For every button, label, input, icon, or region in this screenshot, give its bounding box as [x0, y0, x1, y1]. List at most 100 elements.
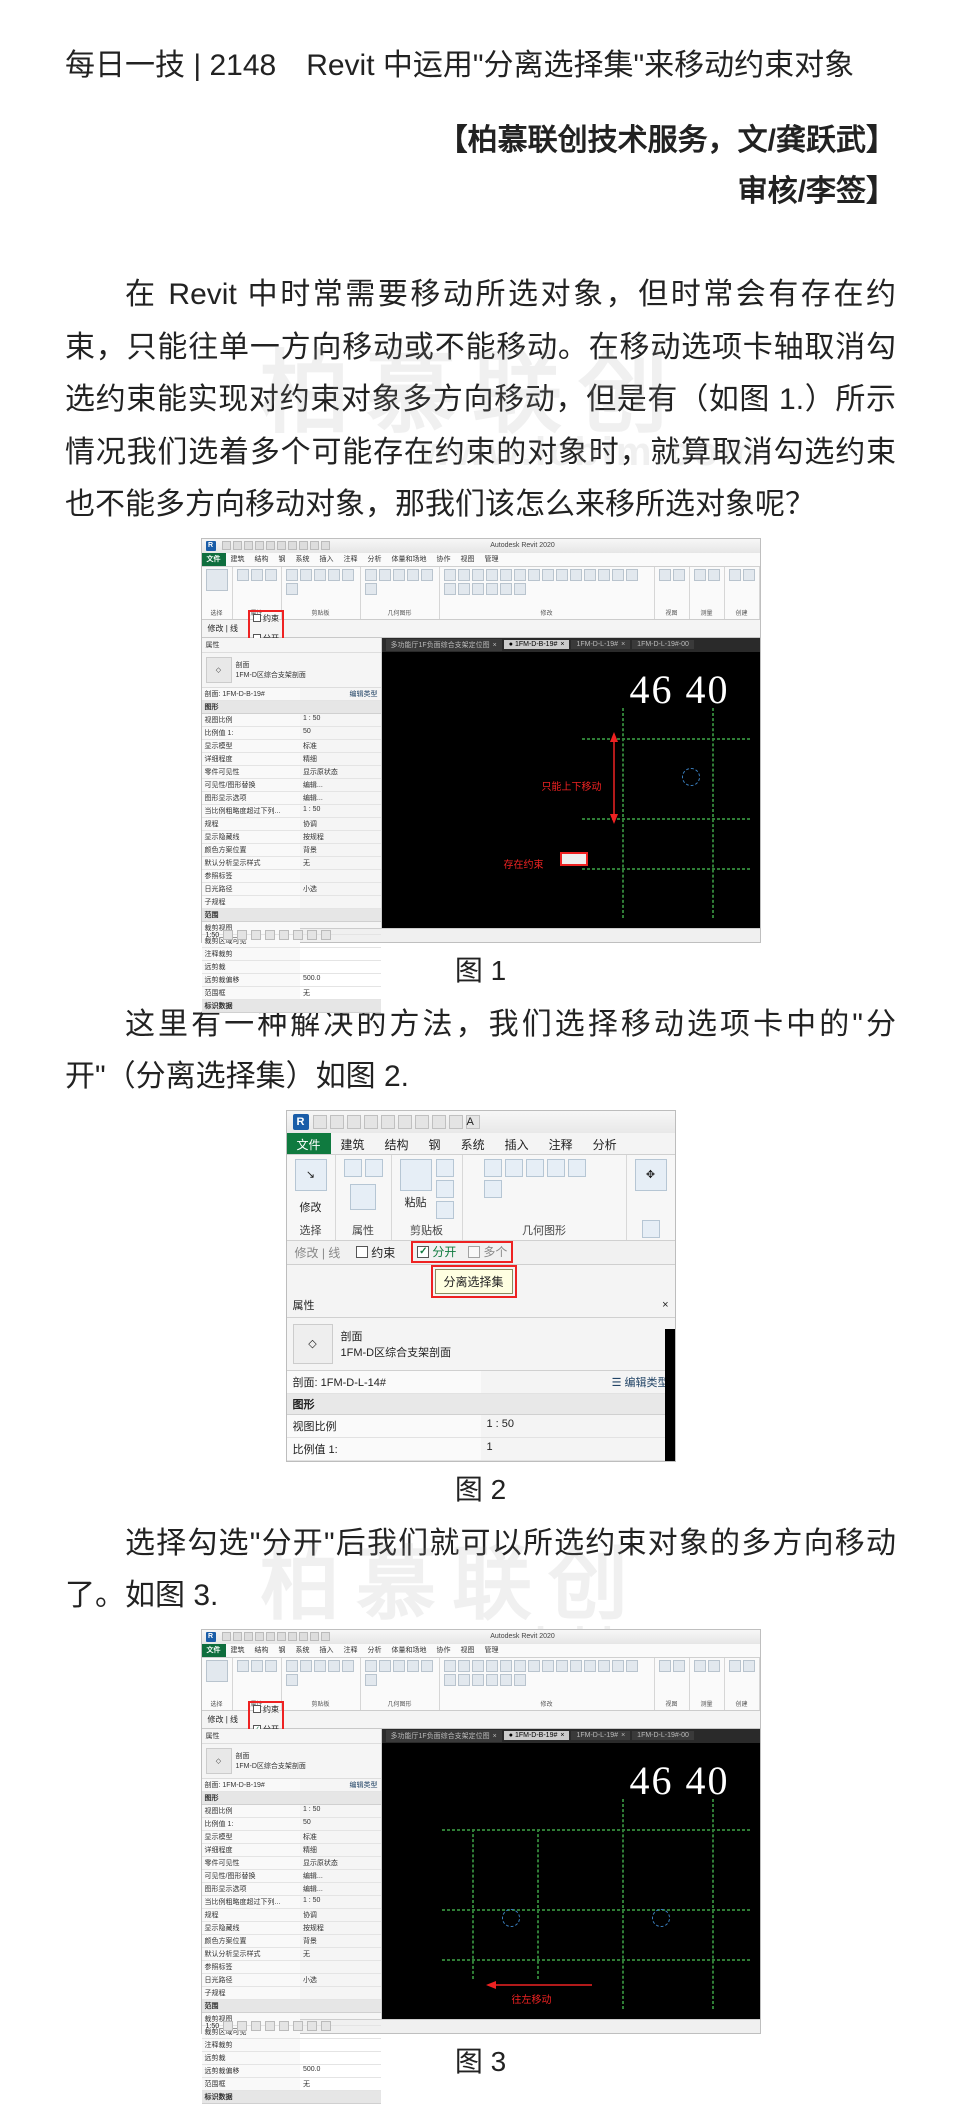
- property-value[interactable]: 1: [481, 1438, 675, 1460]
- ribbon-tab[interactable]: 系统: [291, 1644, 315, 1657]
- ribbon-tab[interactable]: 钢: [274, 1644, 291, 1657]
- property-value[interactable]: 500.0: [300, 974, 381, 986]
- property-value[interactable]: 背景: [300, 1935, 381, 1947]
- ribbon-tab[interactable]: 管理: [480, 553, 504, 566]
- ribbon-tabs[interactable]: 文件 建筑 结构 钢 系统 插入 注释 分析 体量和场地 协作 视图 管理: [202, 553, 760, 567]
- view-tab[interactable]: ● 1FM-D-B-19#×: [504, 640, 570, 649]
- property-value[interactable]: 小选: [300, 1974, 381, 1986]
- property-value[interactable]: 1 : 50: [481, 1415, 675, 1437]
- property-value[interactable]: 协调: [300, 1909, 381, 1921]
- ribbon-tab[interactable]: 系统: [451, 1133, 495, 1154]
- drawing-canvas[interactable]: 多功能厅1F负面综合支架定位图× ● 1FM-D-B-19#× 1FM-D-L-…: [382, 1729, 760, 2019]
- property-value[interactable]: [300, 2052, 381, 2064]
- file-tab[interactable]: 文件: [202, 553, 226, 566]
- property-value[interactable]: [300, 870, 381, 882]
- view-tabs[interactable]: 多功能厅1F负面综合支架定位图× ● 1FM-D-B-19#× 1FM-D-L-…: [382, 638, 760, 652]
- modify-icon[interactable]: ↘: [295, 1159, 327, 1191]
- ribbon-tabs[interactable]: 文件 建筑 结构 钢 系统 插入 注释 分析 体量和场地 协作 视图 管理: [202, 1644, 760, 1658]
- property-value[interactable]: 协调: [300, 818, 381, 830]
- ribbon-tab[interactable]: 结构: [375, 1133, 419, 1154]
- file-tab[interactable]: 文件: [202, 1644, 226, 1657]
- quick-access-toolbar[interactable]: A: [313, 1115, 480, 1129]
- quick-access-toolbar[interactable]: [222, 1632, 330, 1641]
- ribbon-tab[interactable]: 结构: [250, 1644, 274, 1657]
- property-value[interactable]: 按规程: [300, 831, 381, 843]
- property-value[interactable]: [300, 896, 381, 908]
- ribbon-tab[interactable]: 系统: [291, 553, 315, 566]
- ribbon-tab[interactable]: 视图: [456, 1644, 480, 1657]
- property-value[interactable]: 1 : 50: [300, 1805, 381, 1817]
- move-icon[interactable]: ✥: [635, 1159, 667, 1191]
- property-value[interactable]: 标准: [300, 1831, 381, 1843]
- ribbon-tab[interactable]: 插入: [315, 1644, 339, 1657]
- view-tabs[interactable]: 多功能厅1F负面综合支架定位图× ● 1FM-D-B-19#× 1FM-D-L-…: [382, 1729, 760, 1743]
- ribbon-tab[interactable]: 注释: [339, 553, 363, 566]
- property-value[interactable]: [300, 961, 381, 973]
- close-icon[interactable]: ×: [662, 1299, 668, 1311]
- property-value[interactable]: 1 : 50: [300, 805, 381, 817]
- ribbon-tab[interactable]: 钢: [274, 553, 291, 566]
- property-value[interactable]: 编辑...: [300, 779, 381, 791]
- ribbon-tab[interactable]: 体量和场地: [387, 1644, 432, 1657]
- ribbon-tab[interactable]: 管理: [480, 1644, 504, 1657]
- ribbon-tab[interactable]: 协作: [432, 553, 456, 566]
- view-tab[interactable]: 多功能厅1F负面综合支架定位图×: [386, 1730, 502, 1742]
- ribbon-tab[interactable]: 建筑: [331, 1133, 375, 1154]
- property-value[interactable]: 小选: [300, 883, 381, 895]
- property-value[interactable]: 500.0: [300, 2065, 381, 2077]
- property-value[interactable]: 精细: [300, 753, 381, 765]
- property-value[interactable]: 显示原状态: [300, 766, 381, 778]
- ribbon-tab[interactable]: 插入: [315, 553, 339, 566]
- view-tab[interactable]: 1FM-D-L-19#×: [571, 1731, 630, 1740]
- ribbon-tabs[interactable]: 文件 建筑 结构 钢 系统 插入 注释 分析: [287, 1133, 675, 1155]
- ribbon-tab[interactable]: 分析: [363, 1644, 387, 1657]
- quick-access-toolbar[interactable]: [222, 541, 330, 550]
- constrain-checkbox[interactable]: 约束: [253, 1704, 279, 1715]
- property-value[interactable]: 无: [300, 1948, 381, 1960]
- property-value[interactable]: [300, 948, 381, 960]
- ribbon-tab[interactable]: 插入: [495, 1133, 539, 1154]
- ribbon-tab[interactable]: 注释: [339, 1644, 363, 1657]
- ribbon-tab[interactable]: 视图: [456, 553, 480, 566]
- ribbon-tab[interactable]: 结构: [250, 553, 274, 566]
- property-value[interactable]: 无: [300, 857, 381, 869]
- view-tab[interactable]: 1FM-D-L-19#-00: [632, 1731, 694, 1740]
- ribbon-tab[interactable]: 分析: [583, 1133, 627, 1154]
- property-value[interactable]: 编辑...: [300, 1870, 381, 1882]
- property-value[interactable]: [300, 2039, 381, 2051]
- disjoin-checkbox[interactable]: ✓分开: [417, 1243, 456, 1260]
- paste-icon[interactable]: [400, 1159, 432, 1191]
- ribbon-tab[interactable]: 协作: [432, 1644, 456, 1657]
- multiple-checkbox[interactable]: 多个: [468, 1243, 507, 1260]
- property-value[interactable]: 显示原状态: [300, 1857, 381, 1869]
- ribbon-tab[interactable]: 注释: [539, 1133, 583, 1154]
- property-value[interactable]: 标准: [300, 740, 381, 752]
- property-value[interactable]: 50: [300, 1818, 381, 1830]
- properties-icon[interactable]: [350, 1184, 376, 1210]
- edit-type-button[interactable]: 编辑类型: [300, 688, 381, 700]
- property-value[interactable]: 1 : 50: [300, 714, 381, 726]
- ribbon-tab[interactable]: 建筑: [226, 553, 250, 566]
- property-value[interactable]: [300, 1961, 381, 1973]
- property-value[interactable]: 无: [300, 2078, 381, 2090]
- ribbon-tab[interactable]: 体量和场地: [387, 553, 432, 566]
- ribbon-tab[interactable]: 分析: [363, 553, 387, 566]
- property-value[interactable]: 50: [300, 727, 381, 739]
- property-value[interactable]: 精细: [300, 1844, 381, 1856]
- view-tab[interactable]: 多功能厅1F负面综合支架定位图×: [386, 639, 502, 651]
- ribbon-tab[interactable]: 建筑: [226, 1644, 250, 1657]
- property-value[interactable]: 1 : 50: [300, 1896, 381, 1908]
- view-tab[interactable]: ● 1FM-D-B-19#×: [504, 1731, 570, 1740]
- view-tab[interactable]: 1FM-D-L-19#×: [571, 640, 630, 649]
- property-value[interactable]: [300, 1987, 381, 1999]
- constrain-checkbox[interactable]: 约束: [356, 1244, 395, 1261]
- property-value[interactable]: 编辑...: [300, 792, 381, 804]
- property-value[interactable]: 编辑...: [300, 1883, 381, 1895]
- property-value[interactable]: 背景: [300, 844, 381, 856]
- edit-type-button[interactable]: 编辑类型: [300, 1779, 381, 1791]
- edit-type-button[interactable]: 编辑类型: [625, 1377, 669, 1389]
- view-tab[interactable]: 1FM-D-L-19#-00: [632, 640, 694, 649]
- property-value[interactable]: 按规程: [300, 1922, 381, 1934]
- drawing-canvas[interactable]: 多功能厅1F负面综合支架定位图× ● 1FM-D-B-19#× 1FM-D-L-…: [382, 638, 760, 928]
- constrain-checkbox[interactable]: 约束: [253, 613, 279, 624]
